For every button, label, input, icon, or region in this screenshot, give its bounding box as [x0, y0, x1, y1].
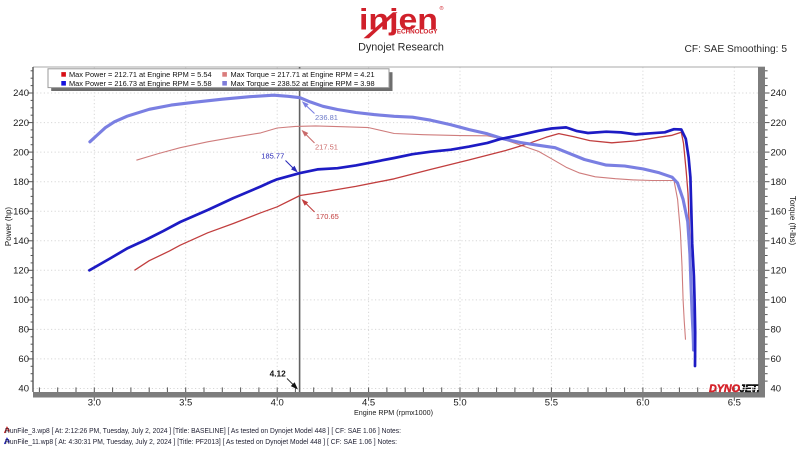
- svg-text:RunFile_3.wp8 [ At: 2:12:26 PM: RunFile_3.wp8 [ At: 2:12:26 PM, Tuesday,…: [5, 427, 401, 435]
- svg-text:200: 200: [13, 147, 29, 158]
- svg-text:100: 100: [13, 295, 29, 306]
- svg-text:217.51: 217.51: [315, 143, 338, 152]
- svg-text:40: 40: [18, 384, 29, 395]
- svg-text:Max Power = 216.73 at Engine R: Max Power = 216.73 at Engine RPM = 5.58: [69, 79, 212, 88]
- svg-text:60: 60: [18, 354, 29, 365]
- svg-text:180: 180: [13, 177, 29, 188]
- svg-text:CF: SAE Smoothing: 5: CF: SAE Smoothing: 5: [685, 44, 788, 55]
- svg-text:3.0: 3.0: [88, 398, 101, 409]
- svg-text:4.12: 4.12: [270, 369, 287, 379]
- svg-text:4.0: 4.0: [271, 398, 284, 409]
- svg-text:160: 160: [13, 206, 29, 217]
- svg-text:80: 80: [18, 325, 29, 336]
- svg-text:40: 40: [771, 384, 782, 395]
- svg-text:170.65: 170.65: [316, 212, 339, 221]
- svg-text:240: 240: [771, 88, 787, 99]
- svg-text:6.5: 6.5: [728, 398, 741, 409]
- svg-text:180: 180: [771, 177, 787, 188]
- svg-text:5.5: 5.5: [545, 398, 558, 409]
- svg-text:Torque (ft-lbs): Torque (ft-lbs): [788, 196, 797, 246]
- svg-text:Max Torque = 238.52 at Engine: Max Torque = 238.52 at Engine RPM = 3.98: [231, 79, 375, 88]
- svg-text:236.81: 236.81: [315, 113, 338, 122]
- svg-text:240: 240: [13, 88, 29, 99]
- svg-text:120: 120: [771, 266, 787, 277]
- svg-text:200: 200: [771, 147, 787, 158]
- svg-text:6.0: 6.0: [636, 398, 649, 409]
- svg-text:160: 160: [771, 206, 787, 217]
- svg-text:220: 220: [771, 118, 787, 129]
- svg-text:Power (hp): Power (hp): [4, 207, 13, 246]
- svg-text:JET.: JET.: [740, 383, 760, 395]
- svg-text:®: ®: [440, 5, 444, 12]
- svg-text:DYNO: DYNO: [709, 383, 741, 395]
- svg-text:3.5: 3.5: [179, 398, 192, 409]
- svg-text:Max Power = 212.71 at Engine R: Max Power = 212.71 at Engine RPM = 5.54: [69, 70, 212, 79]
- svg-text:5.0: 5.0: [453, 398, 466, 409]
- svg-text:80: 80: [771, 325, 782, 336]
- svg-text:220: 220: [13, 118, 29, 129]
- svg-text:RunFile_11.wp8 [ At: 4:30:31 P: RunFile_11.wp8 [ At: 4:30:31 PM, Tuesday…: [5, 438, 397, 446]
- svg-text:Max Torque = 217.71 at Engine: Max Torque = 217.71 at Engine RPM = 4.21: [231, 70, 375, 79]
- svg-text:140: 140: [13, 236, 29, 247]
- svg-text:Engine RPM (rpmx1000): Engine RPM (rpmx1000): [354, 408, 433, 417]
- svg-text:TECHNOLOGY: TECHNOLOGY: [393, 29, 438, 36]
- svg-text:4.5: 4.5: [362, 398, 375, 409]
- svg-text:120: 120: [13, 266, 29, 277]
- svg-text:140: 140: [771, 236, 787, 247]
- svg-text:100: 100: [771, 295, 787, 306]
- svg-text:60: 60: [771, 354, 782, 365]
- svg-text:Dynojet Research: Dynojet Research: [358, 42, 444, 54]
- svg-text:185.77: 185.77: [261, 152, 284, 161]
